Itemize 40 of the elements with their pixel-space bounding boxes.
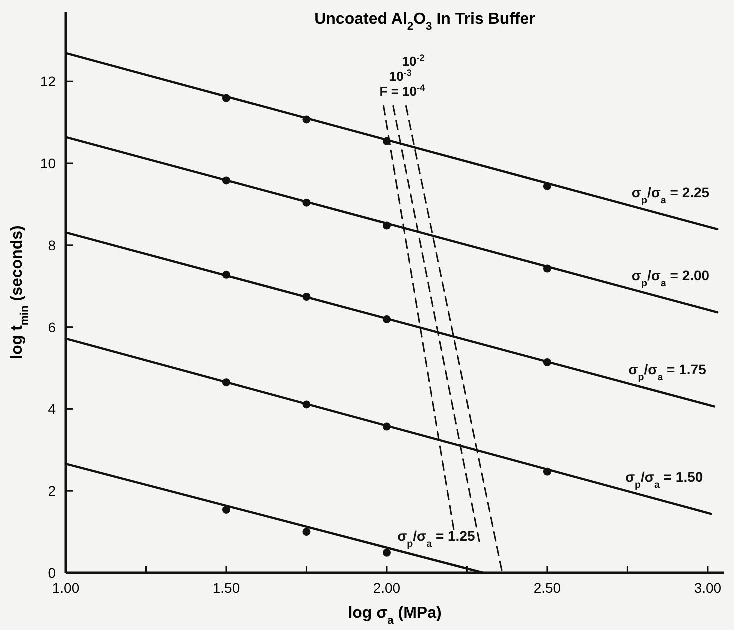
text: 10$^{-2}$ xyxy=(402,53,425,70)
series-label: σ$_{p}$/σ$_{a}$ = 2.25 xyxy=(632,184,710,206)
point xyxy=(302,116,311,124)
chart-title: Uncoated Al$_{2}$O$_{3}$ In Tris Buffer xyxy=(314,11,536,33)
point xyxy=(543,264,552,273)
y-tick-label: 12 xyxy=(40,74,56,90)
series-label: σ$_{p}$/σ$_{a}$ = 1.25 xyxy=(398,528,476,550)
x-axis-title: log σ$_{a}$ (MPa) xyxy=(348,605,442,627)
x-tick-label: 3.00 xyxy=(694,580,722,596)
point xyxy=(543,468,552,476)
x-tick-label: 2.50 xyxy=(534,580,562,596)
series-label: 10$^{-3}$ xyxy=(389,68,412,84)
series-label: σ$_{p}$/σ$_{a}$ = 1.75 xyxy=(628,362,707,384)
point xyxy=(543,358,552,367)
x-tick-label: 1.50 xyxy=(212,580,240,596)
series-label: σ$_{p}$/σ$_{a}$ = 2.00 xyxy=(632,268,710,290)
point xyxy=(302,528,311,536)
x-tick-label: 1.00 xyxy=(52,580,80,596)
point xyxy=(382,422,391,431)
point xyxy=(222,176,230,185)
point xyxy=(382,316,391,324)
point xyxy=(543,182,552,190)
y-tick-label: 0 xyxy=(48,565,56,581)
y-tick-label: 10 xyxy=(40,156,56,172)
x-tick-label: 2.00 xyxy=(373,580,401,596)
point xyxy=(222,506,230,514)
point xyxy=(382,222,391,230)
point xyxy=(302,293,311,302)
point xyxy=(382,548,391,557)
point xyxy=(222,94,230,102)
y-tick-label: 8 xyxy=(48,237,56,254)
series-label: F = 10$^{-4}$ xyxy=(380,83,426,100)
y-tick-label: 2 xyxy=(48,483,56,500)
point xyxy=(302,198,311,207)
point xyxy=(222,378,230,387)
point xyxy=(302,400,311,409)
point xyxy=(222,270,230,279)
y-tick-label: 6 xyxy=(48,319,56,336)
series-label: σ$_{p}$/σ$_{a}$ = 1.50 xyxy=(625,469,704,491)
y-tick-label: 4 xyxy=(48,401,56,418)
